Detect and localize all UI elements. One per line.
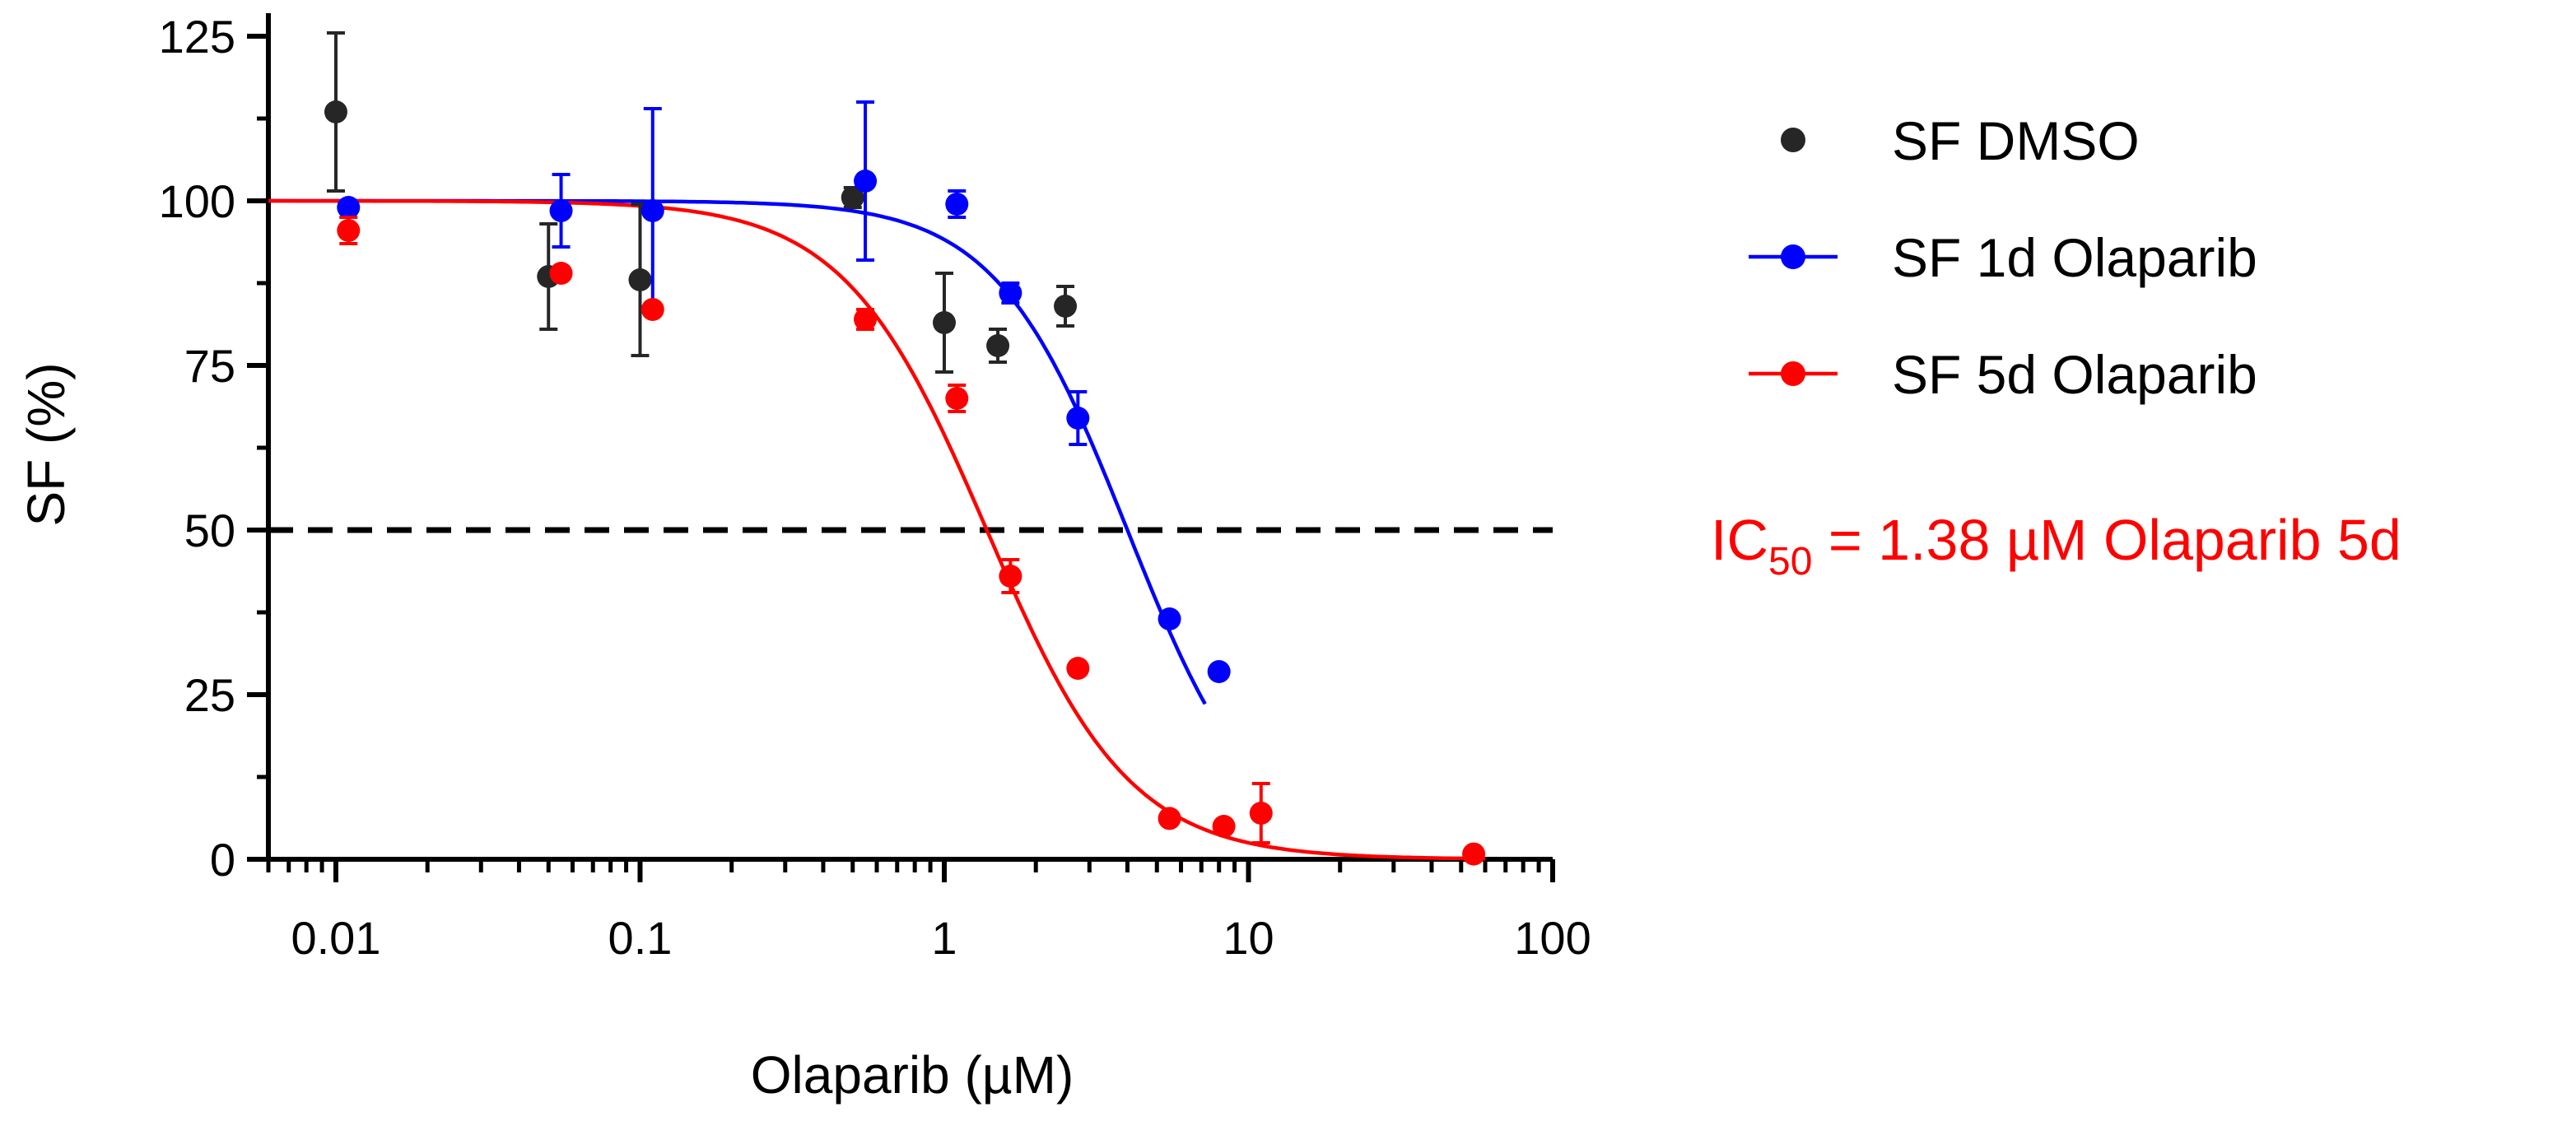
y-tick-label: 100 bbox=[159, 175, 235, 227]
ic50-suffix: = 1.38 µM Olaparib 5d bbox=[1812, 508, 2401, 572]
data-point bbox=[945, 387, 969, 410]
data-point bbox=[1249, 802, 1273, 825]
x-tick-label: 0.1 bbox=[608, 912, 673, 964]
y-tick-label: 75 bbox=[184, 340, 235, 392]
x-tick-label: 10 bbox=[1223, 912, 1274, 964]
data-point bbox=[1158, 607, 1181, 630]
data-point bbox=[641, 199, 664, 222]
y-tick-label: 125 bbox=[159, 11, 235, 63]
legend-label: SF DMSO bbox=[1892, 110, 2140, 171]
data-point bbox=[337, 219, 361, 242]
data-point bbox=[337, 196, 361, 219]
data-point bbox=[1212, 815, 1236, 838]
ic50-prefix: IC bbox=[1711, 508, 1768, 572]
x-tick-label: 100 bbox=[1514, 912, 1591, 964]
x-tick-label: 1 bbox=[931, 912, 957, 964]
data-point bbox=[1066, 657, 1090, 680]
legend-marker bbox=[1781, 128, 1805, 152]
y-tick-label: 25 bbox=[184, 669, 235, 721]
x-tick-label: 0.01 bbox=[291, 912, 380, 964]
legend-marker bbox=[1781, 361, 1805, 386]
data-points bbox=[324, 31, 1486, 866]
legend-label: SF 1d Olaparib bbox=[1892, 227, 2257, 288]
data-point bbox=[628, 268, 652, 291]
fit-curves bbox=[268, 198, 1486, 861]
data-point bbox=[1066, 407, 1090, 430]
data-point bbox=[1158, 807, 1181, 830]
axes bbox=[266, 13, 1553, 862]
y-axis-title: SF (%) bbox=[16, 362, 76, 526]
data-point bbox=[932, 311, 956, 334]
legend-marker bbox=[1781, 244, 1805, 269]
fit-curve bbox=[268, 198, 1486, 861]
axis-ticks: 0 25 50 75 100 125 0.01 0.1 1 10 100 bbox=[159, 11, 1591, 964]
data-point bbox=[1462, 842, 1486, 866]
y-tick-label: 0 bbox=[210, 834, 235, 886]
data-point bbox=[549, 262, 573, 285]
data-point bbox=[986, 334, 1010, 357]
data-point bbox=[1054, 295, 1078, 318]
data-point bbox=[854, 308, 878, 331]
data-point bbox=[549, 199, 573, 222]
ic50-annotation: IC50 = 1.38 µM Olaparib 5d bbox=[1711, 508, 2401, 584]
data-point bbox=[641, 298, 664, 321]
legend: SF DMSO SF 1d Olaparib SF 5d Olaparib bbox=[1749, 110, 2257, 405]
data-point bbox=[945, 193, 969, 216]
y-tick-label: 50 bbox=[184, 505, 235, 556]
data-point bbox=[1207, 660, 1231, 683]
data-point bbox=[841, 186, 864, 209]
x-axis-title: Olaparib (µM) bbox=[751, 1045, 1074, 1105]
data-point bbox=[854, 170, 878, 193]
ic50-subscript: 50 bbox=[1768, 540, 1812, 584]
data-point bbox=[999, 281, 1022, 305]
fit-curve bbox=[268, 198, 1207, 705]
data-point bbox=[999, 565, 1022, 588]
data-point bbox=[324, 100, 347, 123]
legend-label: SF 5d Olaparib bbox=[1892, 344, 2257, 405]
